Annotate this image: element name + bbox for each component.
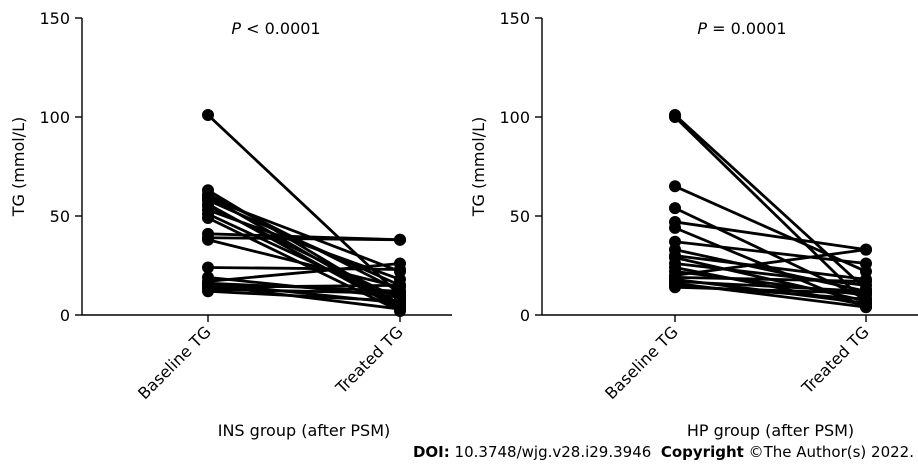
doi-label: DOI:	[412, 443, 450, 461]
y-tick-label: 100	[499, 108, 530, 127]
baseline-point	[669, 281, 681, 294]
x-tick-label: Baseline TG	[601, 322, 682, 403]
treated-point	[860, 257, 872, 270]
paired-line	[207, 236, 401, 242]
baseline-point	[669, 180, 681, 193]
y-axis-label: TG (mmol/L)	[9, 117, 28, 217]
y-tick-label: 0	[520, 306, 530, 325]
paired-line	[207, 283, 401, 289]
paired-line	[674, 279, 867, 293]
p-value-annotation: P < 0.0001	[231, 19, 320, 38]
doi-value: 10.3748/wjg.v28.i29.3946	[454, 443, 652, 461]
paired-line	[674, 285, 867, 295]
y-tick-label: 50	[510, 207, 530, 226]
paired-line	[207, 289, 401, 303]
paired-line	[674, 115, 867, 305]
baseline-point	[669, 202, 681, 215]
paired-line	[207, 212, 401, 305]
baseline-point	[669, 111, 681, 123]
baseline-point	[202, 261, 214, 274]
y-axis-label: TG (mmol/L)	[469, 117, 488, 217]
chart-panel-2: 0 50 100 150 Baseline TG Treated TG TG (mmol/L…	[469, 9, 918, 440]
treated-point	[860, 243, 872, 256]
paired-line	[207, 262, 401, 283]
copyright-label: Copyright	[660, 443, 744, 461]
citation-footer: DOI: 10.3748/wjg.v28.i29.3946 Copyright …	[413, 443, 914, 461]
paired-line	[207, 196, 401, 273]
paired-line	[207, 287, 401, 295]
paired-line	[674, 185, 867, 273]
baseline-point	[202, 285, 214, 298]
paired-line	[674, 254, 867, 281]
paired-line	[207, 198, 401, 287]
treated-point	[394, 295, 406, 308]
paired-line	[674, 248, 867, 277]
baseline-point	[202, 211, 214, 224]
paired-line	[207, 266, 401, 271]
paired-line	[674, 248, 867, 293]
y-tick-label: 0	[60, 306, 70, 325]
x-tick-label: Treated TG	[331, 322, 407, 398]
treated-point	[394, 257, 406, 270]
baseline-point	[202, 109, 214, 122]
paired-line	[674, 240, 867, 265]
baseline-point	[202, 233, 214, 246]
copyright-value: ©The Author(s) 2022.	[748, 443, 914, 461]
treated-point	[860, 287, 872, 300]
y-tick-label: 150	[499, 9, 530, 28]
baseline-point	[669, 221, 681, 234]
x-axis-label: HP group (after PSM)	[687, 421, 854, 440]
paired-line	[674, 275, 867, 283]
x-axis-label: INS group (after PSM)	[218, 421, 391, 440]
x-tick-label: Treated TG	[797, 322, 873, 398]
paired-line	[674, 220, 867, 252]
p-value-annotation: P = 0.0001	[697, 19, 786, 38]
treated-point	[394, 233, 406, 246]
treated-point	[860, 275, 872, 288]
y-tick-label: 50	[50, 207, 70, 226]
x-tick-label: Baseline TG	[134, 322, 215, 403]
y-tick-label: 150	[39, 9, 70, 28]
y-tick-label: 100	[39, 108, 70, 127]
chart-panel-1: 0 50 100 150 Baseline TG Treated TG TG (mmol/L…	[9, 9, 452, 440]
paired-line	[207, 238, 401, 289]
